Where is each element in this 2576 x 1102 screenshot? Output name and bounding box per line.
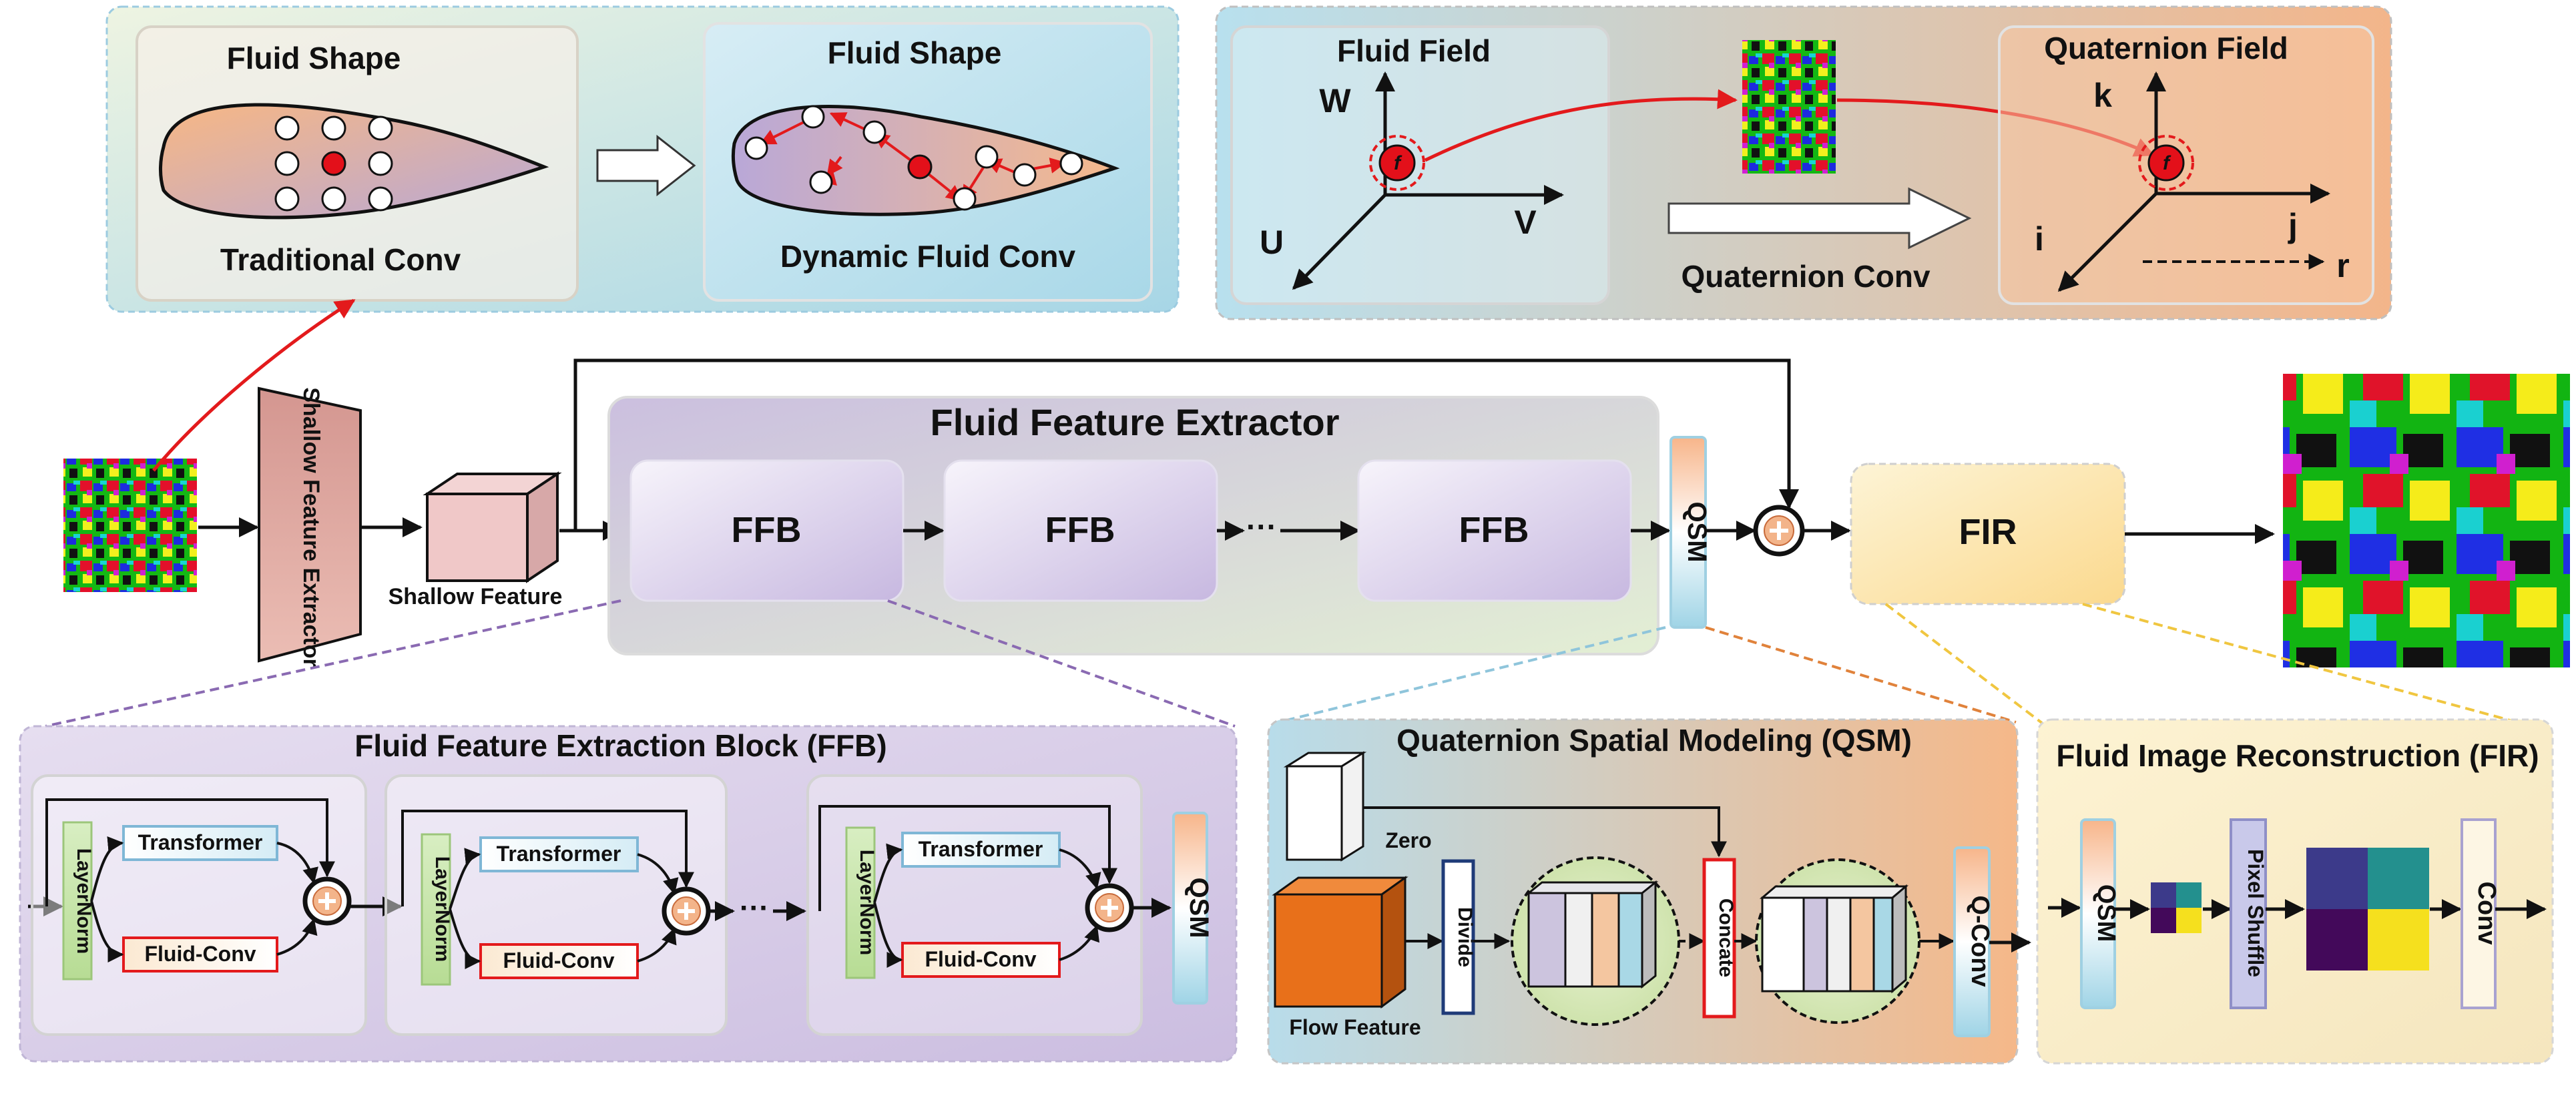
zero-label: Zero: [1385, 828, 1431, 852]
ffb-detail-ellipsis: ···: [740, 892, 769, 924]
red-arrow-to-panel: [152, 298, 356, 472]
shallow-feature-extractor: [258, 386, 362, 663]
fluid-axis-u: U: [1260, 224, 1284, 261]
quaternion-field-title: Quaternion Field: [2044, 31, 2288, 65]
ffb-detail-block-3: LayerNorm Transformer Fluid-Conv: [806, 774, 1143, 1036]
large-feature-map: [2306, 848, 2429, 971]
fluid-point-ring: [1369, 135, 1425, 191]
small-feature-map: [2151, 882, 2202, 933]
hollow-arrow-shapes: [596, 134, 696, 197]
dynamic-conv-caption: Dynamic Fluid Conv: [780, 239, 1076, 274]
quat-axis-i: i: [2035, 220, 2044, 258]
quat-axis-k: k: [2093, 77, 2112, 114]
quaternion-input-image: [1742, 40, 1836, 174]
transformer-label-3: Transformer: [919, 837, 1043, 861]
input-fluid-image: [63, 459, 197, 592]
ffb-block-1-label: FFB: [732, 510, 802, 550]
flow-feature-label: Flow Feature: [1289, 1015, 1421, 1039]
ffb-block-3-label: FFB: [1459, 510, 1529, 550]
quaternion-point: [2147, 144, 2185, 182]
quaternion-conv-arrow: [1667, 187, 1972, 250]
fluid-axis-v: V: [1514, 204, 1537, 241]
qsm-detail-panel: Quaternion Spatial Modeling (QSM) Zero F…: [1267, 718, 2031, 1065]
divide-label: Divide: [1454, 907, 1476, 967]
fir-qsm-label: QSM: [2092, 884, 2120, 942]
layernorm-box-1: [62, 821, 93, 981]
dynamic-shape-title: Fluid Shape: [828, 35, 1002, 70]
traditional-kernel-grid: [274, 115, 393, 212]
quaternion-point-symbol: f: [2163, 152, 2171, 174]
arrow-zero-to-concate: [1363, 806, 1727, 858]
quat-axis-j: j: [2288, 207, 2298, 244]
fluid-axis-w: W: [1319, 82, 1351, 119]
dynamic-sampling-points: [744, 105, 1083, 211]
traditional-shape-title: Fluid Shape: [227, 41, 401, 75]
fluid-conv-box-2: [479, 943, 639, 979]
qsm-detail-title: Quaternion Spatial Modeling (QSM): [1396, 723, 1912, 758]
traditional-fluid-shape: [158, 103, 549, 220]
ffb-detail-qsm-label: QSM: [1184, 877, 1214, 938]
shallow-feature-label: Shallow Feature: [389, 584, 563, 609]
pixel-shuffle-label: Pixel Shuffle: [2244, 849, 2268, 977]
quaternion-point-ring: [2138, 135, 2194, 191]
quat-axis-r-label: r: [2336, 247, 2349, 284]
ffb-detail-qsm-bar: [1172, 812, 1208, 1005]
extractor-title: Fluid Feature Extractor: [930, 401, 1339, 443]
shallow-extractor-label: Shallow Feature Extractor: [298, 387, 324, 667]
concate-box: [1702, 858, 1736, 1019]
main-fir-label: FIR: [1959, 512, 2017, 552]
fluid-point-symbol: f: [1394, 152, 1402, 174]
fluid-conv-label-3: Fluid-Conv: [925, 947, 1036, 971]
fluid-conv-label-2: Fluid-Conv: [503, 948, 614, 973]
layernorm-label-3: LayerNorm: [856, 850, 878, 955]
zero-cube: [1283, 751, 1367, 862]
layernorm-label-2: LayerNorm: [431, 856, 453, 962]
fluid-field-title: Fluid Field: [1337, 33, 1491, 68]
pixel-shuffle-box: [2230, 818, 2267, 1009]
flow-feature-cube: [1272, 876, 1408, 1009]
fluid-conv-label-1: Fluid-Conv: [144, 942, 256, 966]
main-sum-node: [1753, 505, 1805, 557]
main-fir-block: [1850, 463, 2126, 605]
ffb-detail-block-2: LayerNorm Transformer Fluid-Conv: [384, 774, 728, 1036]
zoom-lines: [45, 599, 2537, 729]
divide-box: [1441, 859, 1475, 1015]
skip-connection: [559, 358, 1799, 533]
ffb-detail-panel: Fluid Feature Extraction Block (FFB) Lay…: [19, 725, 1238, 1063]
fluid-point: [1378, 144, 1416, 182]
shallow-feature-cube: [423, 471, 562, 583]
main-pipeline: Shallow Feature Extractor Shallow Featur…: [63, 298, 2570, 667]
kernel-center-point: [321, 151, 346, 176]
layernorm-label-1: LayerNorm: [73, 848, 95, 954]
dynamic-center-point: [907, 154, 933, 180]
divided-feature-slices: [1525, 880, 1659, 989]
transformer-label-1: Transformer: [138, 830, 263, 854]
concate-label: Concate: [1715, 898, 1737, 977]
concatenated-feature-slices: [1759, 884, 1909, 994]
ffb-detail-title: Fluid Feature Extraction Block (FFB): [354, 728, 886, 763]
fluid-field-card: [1230, 25, 1610, 305]
quaternion-field-card: [1998, 25, 2374, 305]
fir-detail-panel: Fluid Image Reconstruction (FIR) QSM Pix…: [2036, 718, 2554, 1065]
fluid-shape-panel: Fluid Shape Traditional Conv Fluid Shape: [105, 5, 1180, 313]
transformer-label-2: Transformer: [497, 842, 621, 866]
fir-qsm-bar: [2080, 818, 2116, 1009]
conv-label: Conv: [2473, 882, 2501, 945]
red-arc-to-image: [1424, 89, 1738, 162]
ffb-ellipsis: ···: [1246, 509, 1277, 544]
fir-detail-title: Fluid Image Reconstruction (FIR): [2056, 738, 2539, 773]
conv-box: [2461, 818, 2497, 1009]
quaternion-conv-label: Quaternion Conv: [1681, 259, 1930, 294]
quaternion-panel: Fluid Field W V U f Quaternion Conv Quat…: [1215, 5, 2392, 320]
ffb-block-2-label: FFB: [1045, 510, 1115, 550]
output-fluid-image: [2283, 374, 2570, 667]
traditional-conv-caption: Traditional Conv: [220, 242, 461, 277]
ffb-detail-block-1: LayerNorm Transformer Fluid-Conv: [31, 774, 367, 1036]
